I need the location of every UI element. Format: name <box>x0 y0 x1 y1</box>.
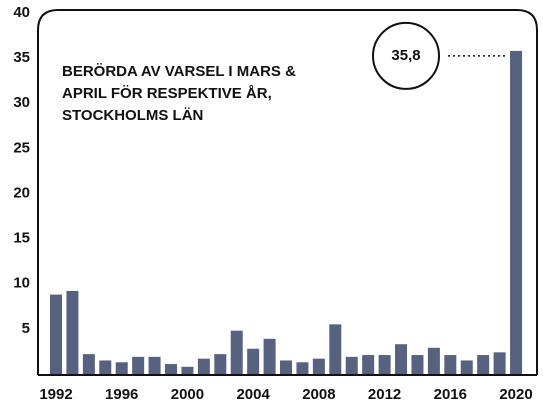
plot-frame <box>37 9 538 375</box>
bar <box>329 324 342 374</box>
x-tick-label: 2020 <box>499 386 532 403</box>
bar <box>132 356 145 374</box>
y-tick-label: 30 <box>13 94 30 111</box>
value-label: 35,8 <box>391 47 420 64</box>
annotation-circle <box>372 21 440 90</box>
bar <box>50 294 62 374</box>
x-tick-label: 2008 <box>302 386 335 403</box>
x-tick-label: 1992 <box>39 386 72 403</box>
bar <box>493 352 506 374</box>
bar <box>263 338 276 374</box>
x-tick-label: 1996 <box>105 386 138 403</box>
y-tick-label: 20 <box>13 184 30 201</box>
bar <box>345 356 358 374</box>
chart-title: BERÖRDA AV VARSEL I MARS & <box>62 63 296 80</box>
bar <box>197 358 210 374</box>
bar <box>477 355 490 374</box>
chart-title: STOCKHOLMS LÄN <box>62 107 203 124</box>
bar <box>115 362 128 374</box>
bar <box>378 355 391 374</box>
bar <box>99 360 112 374</box>
bar <box>214 354 227 374</box>
bar <box>148 356 161 374</box>
bar <box>444 355 457 374</box>
bar <box>427 347 440 374</box>
bar <box>66 290 79 374</box>
bar <box>230 330 243 374</box>
bar <box>510 50 523 374</box>
y-tick-label: 25 <box>13 139 30 156</box>
y-tick-label: 40 <box>13 4 30 21</box>
x-tick-label: 2016 <box>434 386 467 403</box>
y-tick-label: 15 <box>13 230 30 247</box>
bar <box>247 348 260 374</box>
x-tick-label: 2000 <box>171 386 204 403</box>
bar <box>362 355 375 374</box>
bar <box>181 366 194 374</box>
chart-title: APRIL FÖR RESPEKTIVE ÅR, <box>62 85 272 102</box>
y-tick-label: 10 <box>13 275 30 292</box>
bar <box>395 344 408 374</box>
bar <box>296 362 309 374</box>
bar <box>460 360 473 374</box>
bar <box>411 355 424 374</box>
bar <box>280 360 293 374</box>
x-tick-label: 2004 <box>236 386 270 403</box>
bar <box>82 354 95 374</box>
x-tick-label: 2012 <box>368 386 401 403</box>
bar <box>165 364 178 374</box>
bar <box>312 358 325 374</box>
y-tick-label: 35 <box>13 49 30 66</box>
y-tick-label: 5 <box>22 320 30 337</box>
